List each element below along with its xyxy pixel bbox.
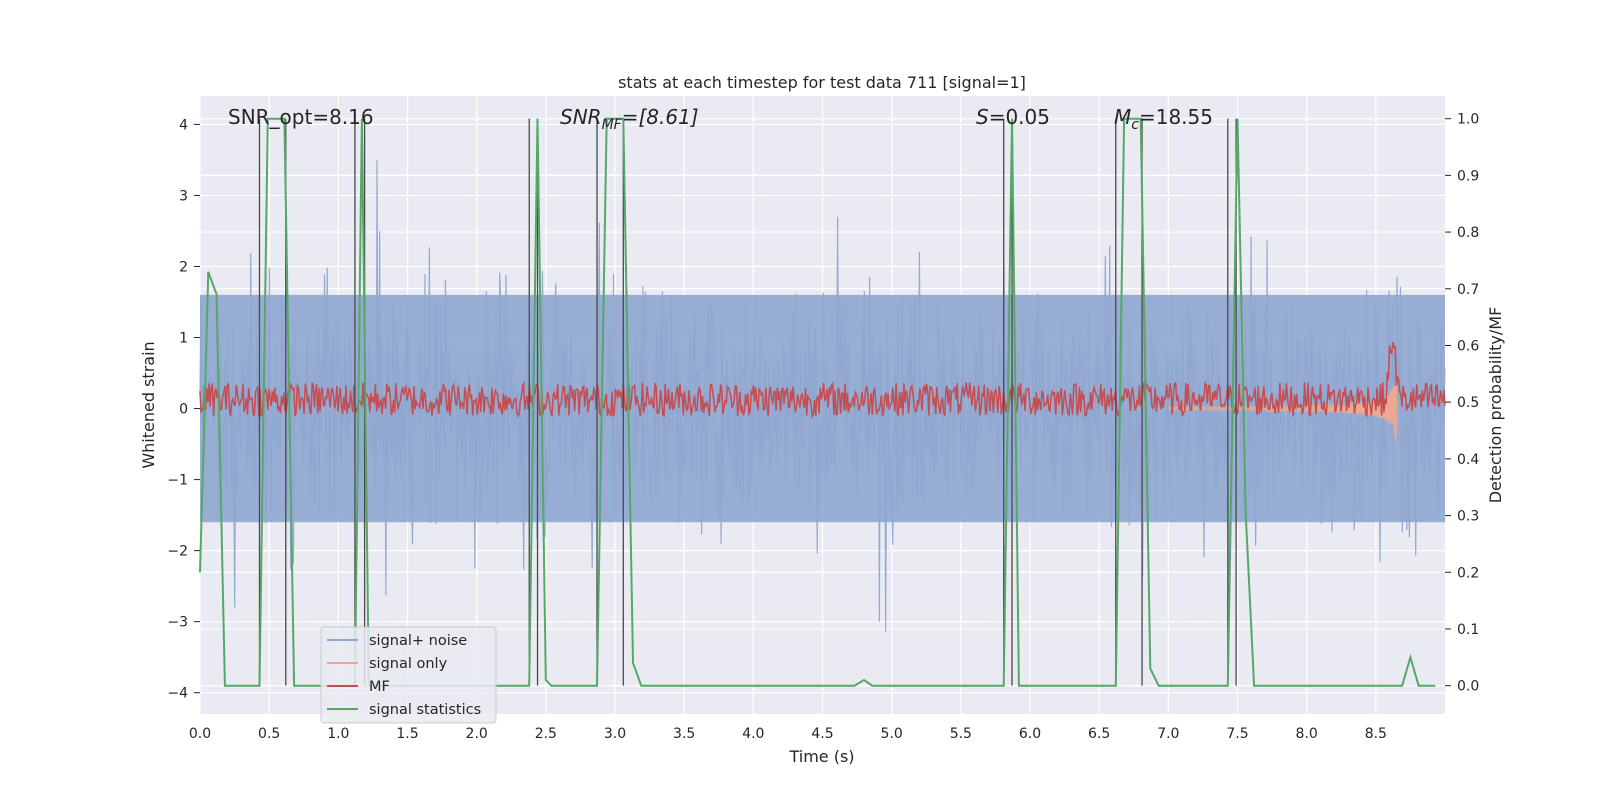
legend: signal+ noise signal only MF signal stat… [320, 626, 497, 724]
x-tick-label: 6.0 [1019, 726, 1041, 742]
x-tick-label: 2.5 [535, 726, 557, 742]
x-axis-ticks: 0.0 0.5 1.0 1.5 2.0 2.5 3.0 3.5 4.0 4.5 5.0 5.5 6.0 6… [189, 726, 1387, 742]
y-tick-right-label: 0.1 [1457, 622, 1479, 638]
annotation-snr-mf-tail: =[8.61] [622, 105, 699, 129]
annotation-mc-sub: c [1131, 117, 1139, 133]
y-axis-right-label: Detection probability/MF [1486, 307, 1505, 504]
y-axis-right-ticks: 1.0 0.9 0.8 0.7 0.6 0.5 0.4 0.3 0.2 0.1 0.0 [1445, 112, 1479, 695]
noise-line [199, 159, 1446, 632]
legend-entry-signal-noise: signal+ noise [327, 633, 467, 649]
annotation-mc-tail: =18.55 [1139, 105, 1213, 129]
mf-series [199, 341, 1446, 420]
x-tick-label: 2.0 [466, 726, 488, 742]
legend-entry-signal-statistics: signal statistics [327, 702, 481, 718]
x-tick-label: 5.0 [881, 726, 903, 742]
signal-only-series [1167, 374, 1398, 442]
x-tick-label: 7.0 [1157, 726, 1179, 742]
y-tick-left-label: −1 [167, 473, 188, 489]
legend-label-signal-only: signal only [369, 656, 448, 672]
chart-title: stats at each timestep for test data 711… [618, 73, 1026, 92]
signal-statistics-line [199, 117, 1436, 687]
legend-label-mf: MF [369, 679, 390, 695]
y-axis-left-ticks: 4 3 2 1 0 −1 −2 −3 −4 [167, 117, 200, 702]
legend-label-signal-statistics: signal statistics [369, 702, 481, 718]
y-tick-right-label: 0.0 [1457, 679, 1479, 695]
annotation-mc-var: M [1114, 105, 1131, 129]
x-tick-label: 5.5 [950, 726, 972, 742]
y-tick-right-label: 0.3 [1457, 509, 1479, 525]
y-tick-left-label: 3 [179, 188, 188, 204]
y-tick-left-label: 4 [179, 117, 188, 133]
y-tick-left-label: 0 [179, 402, 188, 418]
y-axis-left-label: Whitened strain [139, 341, 158, 468]
y-tick-right-label: 0.9 [1457, 168, 1479, 184]
annotation-s: S=0.05 [976, 105, 1050, 129]
x-tick-label: 4.0 [742, 726, 764, 742]
y-tick-left-label: −4 [167, 686, 188, 702]
y-tick-right-label: 0.5 [1457, 395, 1479, 411]
y-tick-left-label: 2 [179, 259, 188, 275]
annotation-snr-mf-main: SNR [560, 105, 602, 129]
x-tick-label: 1.5 [396, 726, 418, 742]
annotation-mc: Mc=18.55 [1114, 105, 1213, 133]
y-tick-right-label: 0.7 [1457, 282, 1479, 298]
x-tick-label: 8.0 [1296, 726, 1318, 742]
x-tick-label: 7.5 [1226, 726, 1248, 742]
y-tick-right-label: 0.2 [1457, 565, 1479, 581]
y-tick-right-label: 0.6 [1457, 338, 1479, 354]
x-tick-label: 0.5 [258, 726, 280, 742]
annotation-snr-opt: SNR_opt=8.16 [228, 105, 374, 129]
y-tick-right-label: 1.0 [1457, 112, 1479, 128]
annotation-s-tail: =0.05 [989, 105, 1050, 129]
y-tick-right-label: 0.8 [1457, 225, 1479, 241]
x-tick-label: 4.5 [811, 726, 833, 742]
x-axis-label: Time (s) [788, 747, 854, 766]
legend-entry-mf: MF [327, 679, 390, 695]
x-tick-label: 8.5 [1365, 726, 1387, 742]
annotation-snr-mf: SNRMF=[8.61] [560, 105, 699, 133]
x-tick-label: 1.0 [327, 726, 349, 742]
x-tick-label: 6.5 [1088, 726, 1110, 742]
y-tick-left-label: 1 [179, 331, 188, 347]
annotation-snr-mf-sub: MF [602, 117, 623, 133]
legend-entry-signal-only: signal only [327, 656, 448, 672]
y-tick-left-label: −3 [167, 615, 188, 631]
signal-statistics-series [199, 117, 1436, 687]
y-tick-left-label: −2 [167, 544, 188, 560]
chirp-line [1167, 374, 1398, 442]
x-tick-label: 0.0 [189, 726, 211, 742]
legend-box [320, 626, 497, 724]
x-tick-label: 3.5 [673, 726, 695, 742]
x-tick-label: 3.0 [604, 726, 626, 742]
legend-label-signal-noise: signal+ noise [369, 633, 467, 649]
annotation-s-var: S [976, 105, 989, 129]
y-tick-right-label: 0.4 [1457, 452, 1479, 468]
mf-line [199, 341, 1446, 420]
